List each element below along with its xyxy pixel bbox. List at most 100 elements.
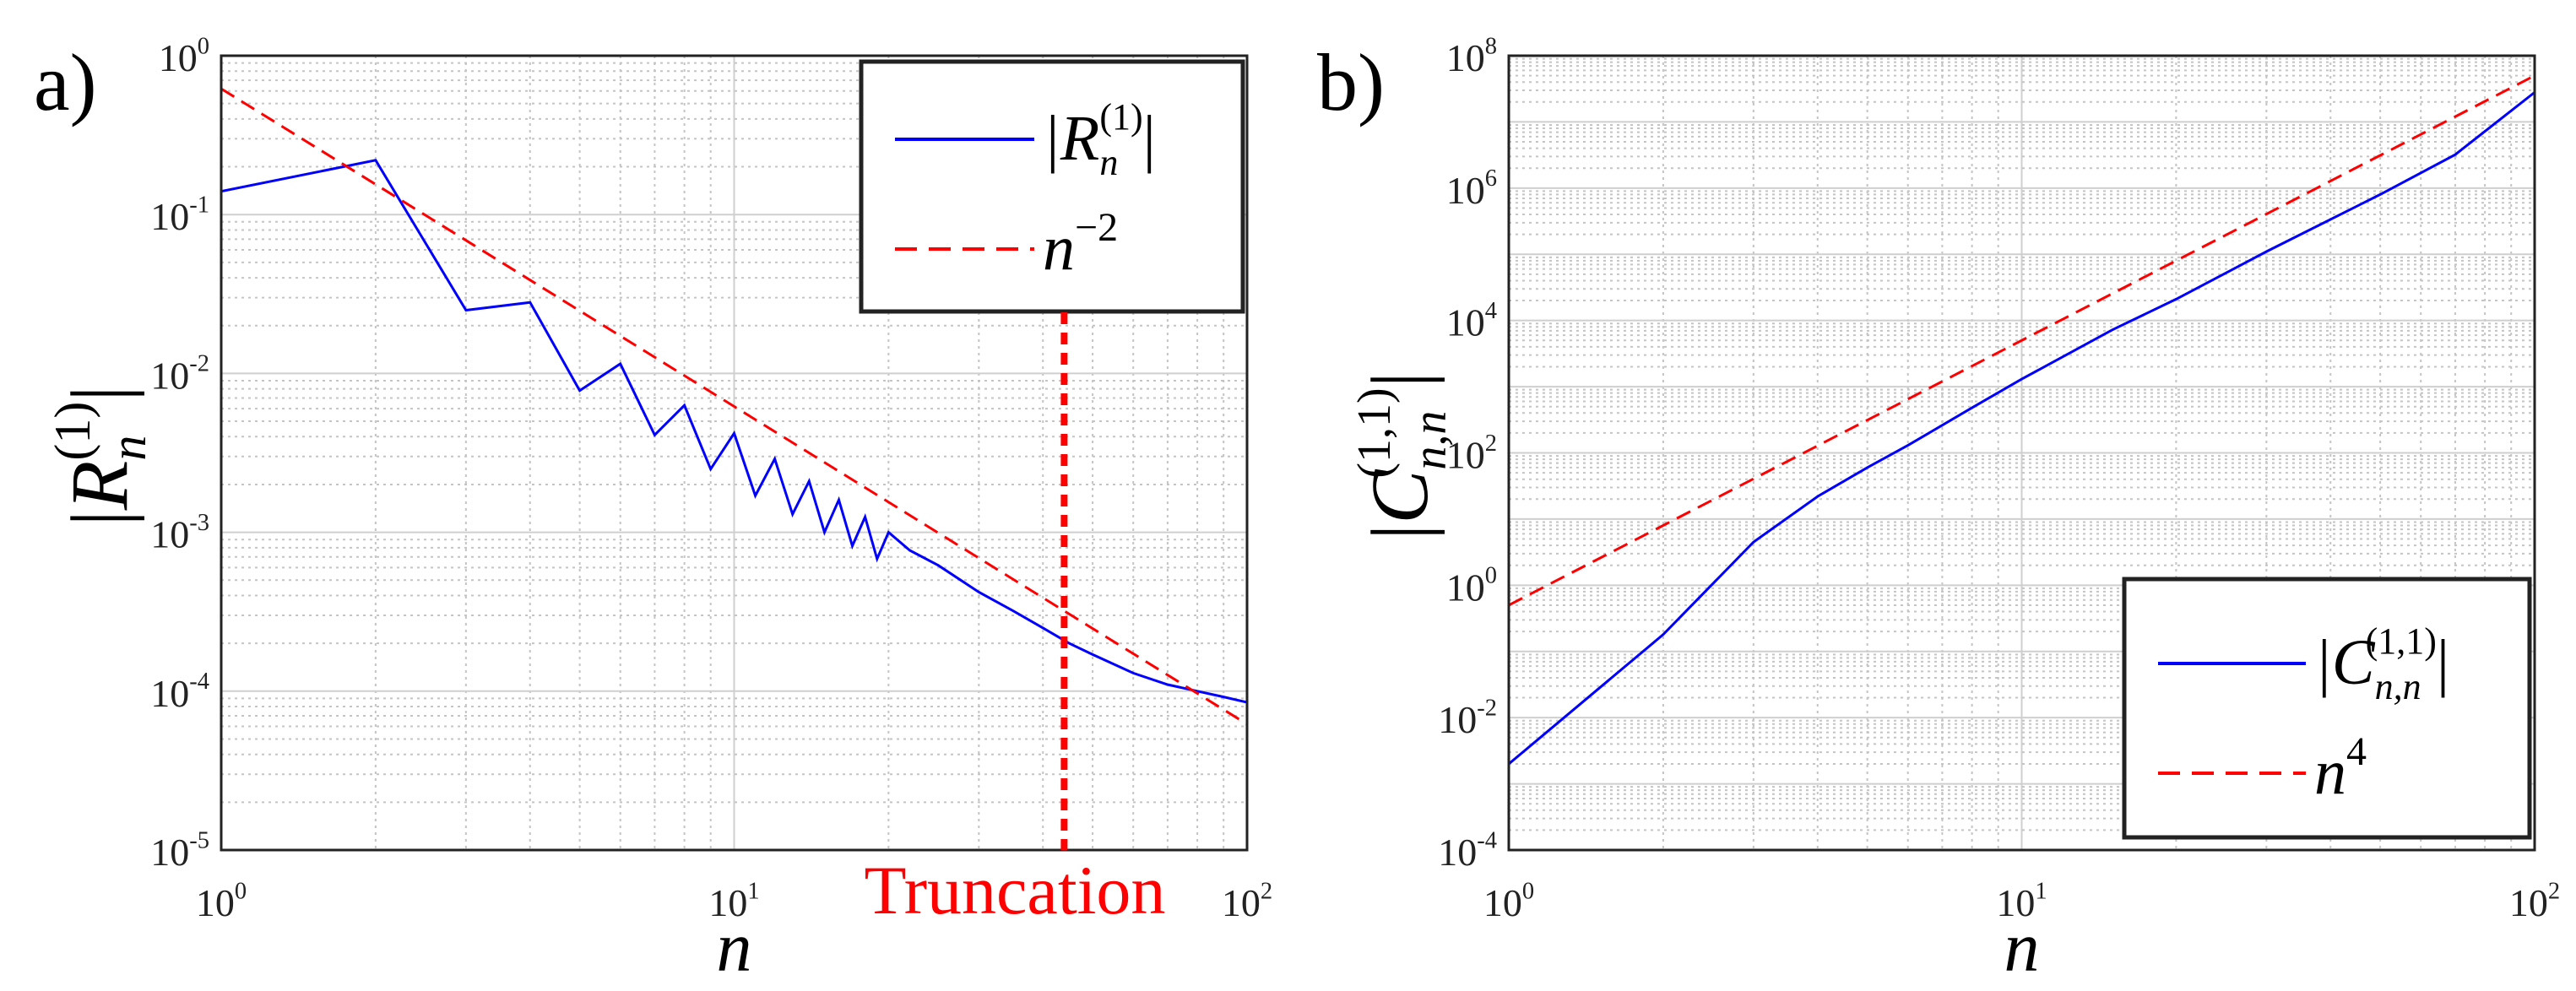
a-x-tick-label-exp: 0 [235, 878, 247, 904]
panel-a-x-axis-label: n [717, 908, 752, 987]
y-label-bar-open: | [54, 510, 144, 526]
a-y-tick-label-base: 10 [150, 195, 189, 238]
legend-label-sub: n,n [2375, 666, 2421, 707]
a-y-tick-label: 10-2 [150, 351, 209, 398]
a-y-tick-label: 10-5 [150, 827, 209, 874]
b-x-tick-label-base: 10 [2509, 881, 2548, 924]
a-x-tick-label-exp: 1 [747, 878, 759, 904]
legend-label-base: n [1043, 213, 1075, 284]
b-y-tick-label: 106 [1446, 165, 1497, 212]
b-legend-box [2122, 577, 2532, 840]
a-y-tick-label: 10-3 [150, 510, 209, 556]
panel-a-y-axis-text: |Rn(1)| [45, 385, 156, 526]
panel-b-label: b) [1317, 37, 1385, 127]
y-label-superscript: (1) [45, 402, 100, 461]
legend-label-base: |C [2314, 627, 2376, 698]
a-legend-entry-0: |Rn(1)| [1043, 96, 1156, 183]
legend-label-sup: (1,1) [2366, 620, 2437, 662]
b-y-tick-label: 10-2 [1438, 695, 1497, 741]
b-y-tick-label-base: 10 [1446, 566, 1485, 609]
a-x-tick-label: 102 [1222, 878, 1272, 924]
a-y-tick-label-base: 10 [150, 354, 189, 397]
b-y-tick-label-exp: -4 [1477, 827, 1497, 853]
b-legend-entry-1: n4 [2314, 729, 2367, 808]
panel-b-y-axis-text: |Cn,n(1,1)| [1348, 371, 1456, 540]
y-label-superscript: (1,1) [1348, 387, 1401, 478]
legend-label-close: | [1143, 103, 1156, 174]
a-series-reference-line [221, 87, 1247, 726]
b-x-tick-label: 102 [2509, 878, 2560, 924]
a-series-data-line [221, 159, 1247, 704]
panel-a-series [221, 87, 1247, 726]
b-x-tick-label-base: 10 [1996, 881, 2035, 924]
panel-a-legend: |Rn(1)| n−2 [859, 59, 1245, 314]
y-label-symbol: R [54, 461, 144, 512]
b-y-tick-label-exp: 6 [1485, 165, 1497, 192]
panel-b-x-axis-label: n [2004, 908, 2040, 987]
a-y-tick-label-exp: -4 [189, 669, 209, 695]
b-y-tick-label-base: 10 [1446, 169, 1485, 212]
b-y-tick-label: 108 [1446, 33, 1497, 79]
panel-a-annotations: Truncation [865, 312, 1166, 929]
panel-a-grid [220, 55, 1248, 851]
b-x-tick-label-exp: 1 [2035, 878, 2047, 904]
a-y-tick-label: 10-4 [150, 669, 209, 715]
panel-a-label: a) [34, 37, 97, 127]
legend-label-sup: 4 [2346, 729, 2367, 774]
b-series-data-line [1509, 91, 2535, 766]
a-y-tick-label-base: 10 [150, 672, 189, 715]
panel-b-legend: |Cn,n(1,1)| n4 [2122, 577, 2532, 840]
a-y-tick-label-base: 10 [150, 831, 189, 874]
b-y-tick-label-base: 10 [1446, 434, 1485, 477]
b-x-tick-label-base: 10 [1483, 881, 1522, 924]
panel-b-plot-frame [1507, 54, 2536, 852]
y-label-bar-close: | [54, 385, 144, 401]
panel-a-y-axis-label: |Rn(1)| [45, 385, 156, 526]
b-y-tick-label-base: 10 [1438, 831, 1477, 874]
b-y-tick-label-exp: 8 [1485, 33, 1497, 59]
b-legend-entry-0: |Cn,n(1,1)| [2314, 620, 2449, 707]
b-x-tick-label-exp: 2 [2548, 878, 2560, 904]
b-y-tick-label-exp: 4 [1485, 298, 1497, 324]
b-y-tick-label-base: 10 [1446, 36, 1485, 79]
panel-a-plot-frame [220, 54, 1249, 852]
b-y-tick-label: 100 [1446, 563, 1497, 609]
b-x-tick-label-exp: 0 [1522, 878, 1534, 904]
truncation-label: Truncation [865, 852, 1166, 929]
a-y-tick-label-exp: -2 [189, 351, 209, 377]
b-y-tick-label-exp: -2 [1477, 695, 1497, 721]
legend-label-base: n [2314, 737, 2346, 808]
legend-label-close: | [2437, 627, 2449, 698]
b-y-tick-label: 102 [1446, 431, 1497, 477]
a-x-tick-label: 101 [708, 878, 759, 924]
a-y-tick-label-exp: -1 [189, 192, 209, 219]
y-label-subscript: n,n [1404, 411, 1456, 470]
a-y-tick-label: 10-1 [150, 192, 209, 239]
a-y-tick-label-base: 10 [159, 36, 198, 79]
y-label-symbol: C [1354, 469, 1445, 524]
a-y-tick-label-exp: -3 [189, 510, 209, 536]
b-y-tick-label: 10-4 [1438, 827, 1497, 874]
b-x-tick-label: 101 [1996, 878, 2047, 924]
a-x-tick-label: 100 [196, 878, 247, 924]
a-y-tick-label: 100 [159, 33, 209, 79]
a-y-tick-label-exp: -5 [189, 827, 209, 853]
b-y-tick-label: 104 [1446, 298, 1497, 344]
a-x-tick-label-exp: 2 [1261, 878, 1272, 904]
y-label-bar-open: | [1354, 524, 1445, 540]
y-label-bar-close: | [1354, 371, 1445, 387]
legend-label-sub: n [1099, 142, 1118, 183]
b-x-tick-label: 100 [1483, 878, 1534, 924]
a-x-tick-label-base: 10 [708, 881, 747, 924]
b-y-tick-label-base: 10 [1446, 301, 1485, 344]
legend-label-base: |R [1043, 103, 1099, 174]
panel-b-y-axis-label: |Cn,n(1,1)| [1348, 371, 1456, 540]
b-y-tick-label-exp: 0 [1485, 563, 1497, 589]
y-label-subscript: n [100, 436, 156, 461]
b-y-tick-label-base: 10 [1438, 698, 1477, 741]
a-y-tick-label-exp: 0 [198, 33, 209, 59]
a-legend-entry-1: n−2 [1043, 205, 1118, 284]
